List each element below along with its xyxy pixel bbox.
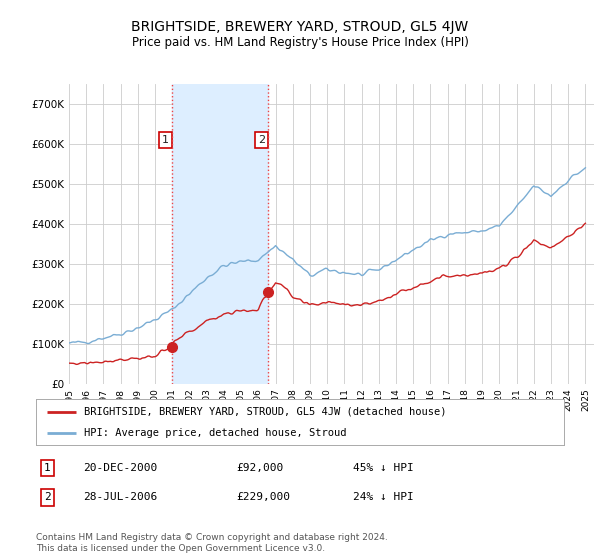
Text: BRIGHTSIDE, BREWERY YARD, STROUD, GL5 4JW: BRIGHTSIDE, BREWERY YARD, STROUD, GL5 4J… [131, 20, 469, 34]
Bar [172, 84, 268, 384]
Text: £92,000: £92,000 [236, 463, 284, 473]
Text: 28-JUL-2006: 28-JUL-2006 [83, 492, 158, 502]
Text: 45% ↓ HPI: 45% ↓ HPI [353, 463, 413, 473]
Text: Contains HM Land Registry data © Crown copyright and database right 2024.
This d: Contains HM Land Registry data © Crown c… [36, 533, 388, 553]
Text: BRIGHTSIDE, BREWERY YARD, STROUD, GL5 4JW (detached house): BRIGHTSIDE, BREWERY YARD, STROUD, GL5 4J… [83, 407, 446, 417]
Text: 24% ↓ HPI: 24% ↓ HPI [353, 492, 413, 502]
Text: 20-DEC-2000: 20-DEC-2000 [83, 463, 158, 473]
Text: 2: 2 [44, 492, 50, 502]
Text: 1: 1 [44, 463, 50, 473]
Text: HPI: Average price, detached house, Stroud: HPI: Average price, detached house, Stro… [83, 428, 346, 438]
Text: Price paid vs. HM Land Registry's House Price Index (HPI): Price paid vs. HM Land Registry's House … [131, 36, 469, 49]
Text: £229,000: £229,000 [236, 492, 290, 502]
Text: 1: 1 [162, 135, 169, 145]
Text: 2: 2 [258, 135, 265, 145]
